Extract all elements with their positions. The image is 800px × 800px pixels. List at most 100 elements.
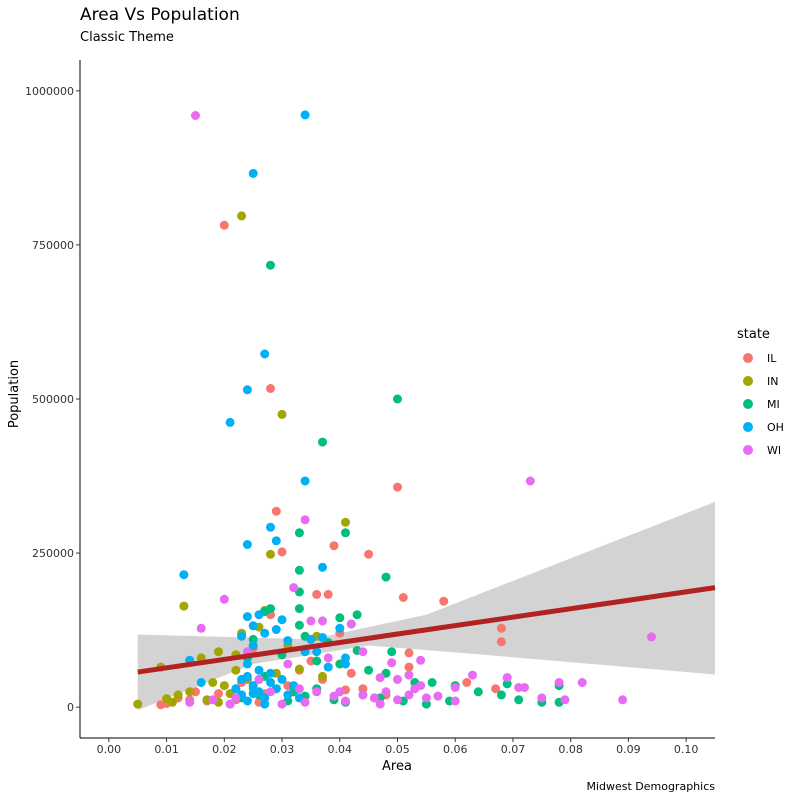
confidence-band: [137, 501, 715, 711]
legend-title: state: [737, 327, 770, 342]
data-point-wi: [335, 687, 345, 697]
data-point-wi: [450, 683, 460, 692]
data-point-il: [404, 648, 414, 658]
data-point-in: [231, 665, 241, 675]
data-point-oh: [231, 684, 241, 694]
x-tick-label: 0.01: [154, 743, 179, 756]
data-point-in: [214, 647, 223, 657]
regression-line: [137, 585, 716, 675]
axes: 0.00 0.01 0.02 0.03 0.04 0.05 0.06 0.07 0.08 0.09…: [25, 60, 715, 756]
data-point-wi: [647, 632, 656, 642]
data-point-in: [219, 681, 229, 691]
data-point-oh: [283, 636, 293, 646]
x-tick-label: 0.10: [674, 743, 699, 756]
data-point-il: [364, 549, 374, 559]
data-point-wi: [358, 690, 368, 700]
data-point-oh: [271, 536, 281, 546]
data-point-oh: [242, 385, 252, 395]
data-point-wi: [300, 515, 310, 525]
data-point-il: [496, 623, 506, 633]
data-point-in: [167, 697, 177, 707]
data-point-oh: [277, 674, 287, 684]
data-point-il: [358, 684, 368, 694]
data-point-oh: [323, 662, 333, 672]
data-point-in: [185, 687, 195, 697]
data-point-oh: [242, 659, 252, 669]
data-point-wi: [393, 695, 402, 705]
x-tick-label: 0.03: [270, 743, 295, 756]
chart-title: Area Vs Population: [80, 5, 240, 25]
legend-key-oh: [743, 422, 753, 432]
data-point-wi: [577, 678, 587, 687]
data-point-wi: [191, 111, 200, 120]
data-point-il: [496, 637, 506, 647]
data-point-oh: [248, 681, 258, 691]
data-point-oh: [254, 610, 264, 620]
data-point-mi: [473, 687, 483, 697]
data-point-il: [219, 220, 229, 230]
data-point-oh: [266, 522, 275, 532]
data-point-il: [266, 384, 275, 393]
data-point-il: [404, 662, 414, 672]
data-point-oh: [242, 540, 252, 549]
plot-area: [133, 110, 716, 711]
data-point-wi: [294, 684, 304, 694]
y-tick-label: 750000: [32, 239, 74, 252]
data-point-oh: [300, 110, 310, 120]
legend-key-mi: [743, 399, 753, 409]
data-point-wi: [196, 623, 206, 633]
data-point-oh: [277, 615, 287, 625]
data-point-il: [277, 547, 287, 557]
data-point-wi: [393, 674, 402, 684]
data-point-wi: [404, 670, 414, 680]
y-tick-label: 250000: [32, 547, 74, 560]
data-point-mi: [427, 678, 437, 687]
data-point-oh: [196, 678, 206, 687]
data-point-wi: [208, 695, 218, 705]
data-point-wi: [502, 673, 512, 683]
data-point-oh: [248, 168, 258, 178]
data-point-oh: [335, 623, 345, 633]
data-point-wi: [525, 476, 535, 486]
x-tick-label: 0.04: [328, 743, 353, 756]
data-point-oh: [260, 693, 270, 703]
legend-key-il: [743, 353, 753, 363]
data-point-wi: [560, 695, 570, 705]
data-point-il: [312, 589, 322, 599]
data-point-mi: [294, 528, 304, 538]
data-point-wi: [323, 653, 333, 663]
data-point-wi: [277, 699, 287, 709]
data-point-wi: [312, 687, 322, 697]
data-point-wi: [254, 674, 264, 684]
data-point-mi: [421, 699, 431, 709]
data-point-wi: [537, 693, 547, 703]
data-point-wi: [375, 673, 385, 683]
data-point-oh: [266, 678, 275, 687]
data-point-in: [277, 409, 287, 419]
data-point-in: [266, 549, 275, 559]
x-tick-label: 0.02: [212, 743, 237, 756]
data-point-il: [398, 593, 408, 602]
chart-subtitle: Classic Theme: [80, 30, 174, 45]
data-point-wi: [520, 683, 529, 692]
data-point-wi: [416, 681, 426, 691]
data-point-il: [439, 596, 449, 606]
data-point-wi: [283, 659, 293, 669]
y-axis-title: Population: [7, 360, 22, 428]
legend-label-wi: WI: [767, 444, 781, 457]
data-point-mi: [266, 260, 275, 270]
y-tick-label: 0: [67, 701, 74, 714]
data-point-oh: [179, 570, 189, 580]
data-point-in: [133, 699, 143, 709]
data-point-mi: [502, 679, 512, 689]
data-point-mi: [341, 528, 350, 538]
x-tick-label: 0.00: [97, 743, 122, 756]
data-point-wi: [346, 619, 356, 629]
data-point-wi: [404, 690, 414, 700]
data-point-in: [318, 671, 327, 681]
legend-label-il: IL: [767, 352, 777, 365]
data-point-oh: [266, 668, 275, 678]
data-point-wi: [618, 695, 628, 705]
data-point-wi: [219, 594, 229, 604]
data-point-wi: [450, 696, 460, 706]
